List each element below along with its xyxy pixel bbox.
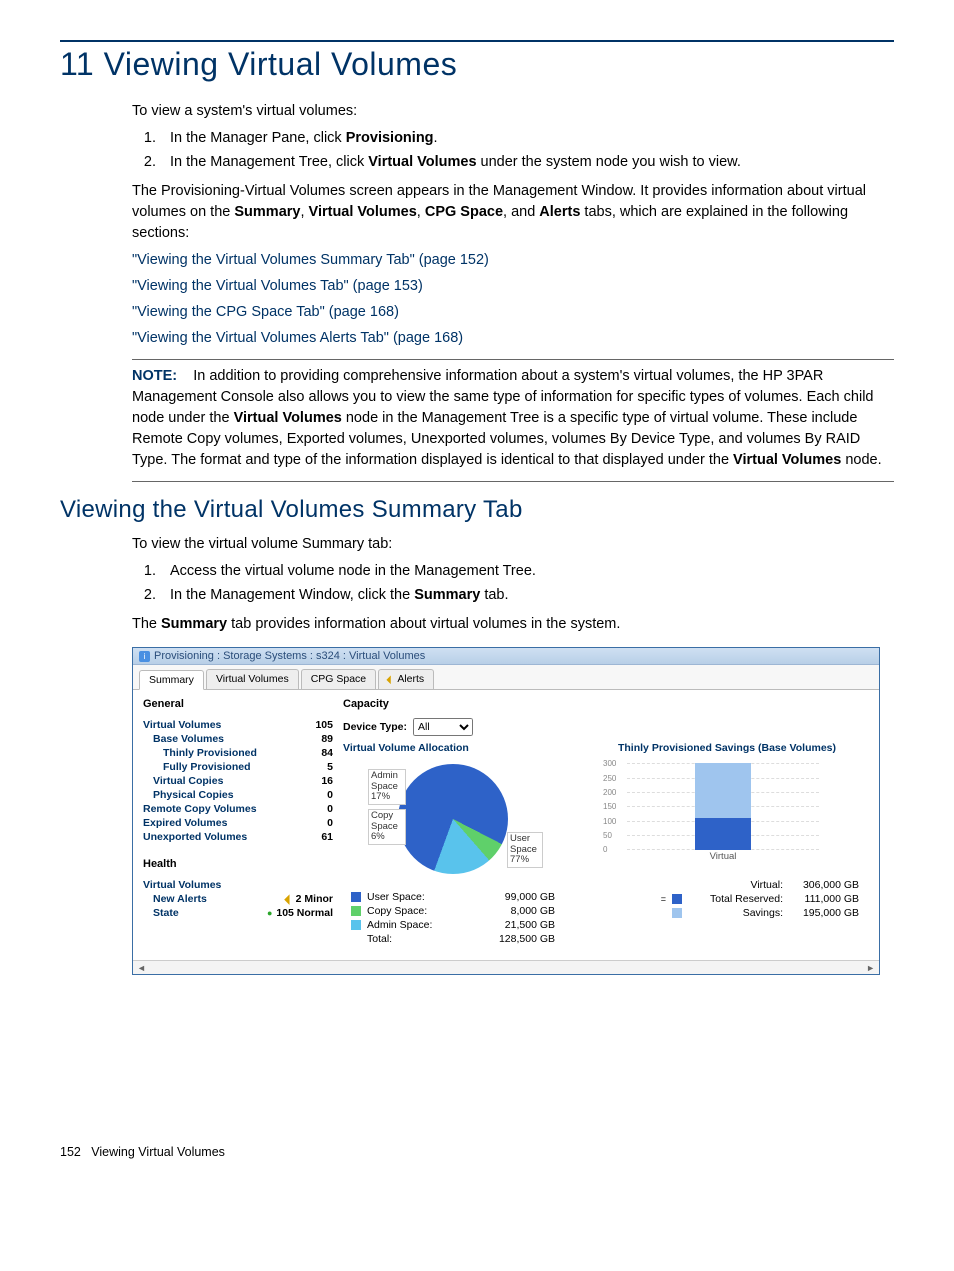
gen-unexported-value: 61 bbox=[321, 831, 333, 843]
gen-expired-value: 0 bbox=[327, 817, 333, 829]
step-1: In the Manager Pane, click Provisioning. bbox=[160, 128, 894, 149]
health-alerts-label: New Alerts bbox=[153, 893, 207, 905]
top-rule bbox=[60, 40, 894, 42]
sav-reserved-value: 111,000 GB bbox=[789, 893, 859, 905]
legend-total-label: Total: bbox=[367, 933, 479, 945]
gen-base-label: Base Volumes bbox=[153, 733, 224, 745]
xref-link-3[interactable]: "Viewing the CPG Space Tab" (page 168) bbox=[132, 302, 894, 323]
sub-step-1: Access the virtual volume node in the Ma… bbox=[160, 561, 894, 582]
pie-admin-label: Admin Space 17% bbox=[368, 769, 406, 804]
sub-intro: To view the virtual volume Summary tab: bbox=[132, 534, 894, 555]
note-divider-top bbox=[132, 359, 894, 360]
window-title-bar: i Provisioning : Storage Systems : s324 … bbox=[133, 648, 879, 665]
note-divider-bottom bbox=[132, 481, 894, 482]
gen-vv-label: Virtual Volumes bbox=[143, 719, 221, 731]
gen-pcopies-value: 0 bbox=[327, 789, 333, 801]
pie-copy-label: Copy Space 6% bbox=[368, 809, 406, 844]
alert-icon bbox=[388, 673, 397, 685]
gen-vcopies-label: Virtual Copies bbox=[153, 775, 223, 787]
tab-alerts[interactable]: Alerts bbox=[378, 669, 434, 689]
swatch-copy-icon bbox=[351, 906, 361, 916]
screenshot-panel: i Provisioning : Storage Systems : s324 … bbox=[132, 647, 880, 975]
sav-reserved-label: Total Reserved: bbox=[688, 893, 783, 905]
general-heading: General bbox=[143, 698, 333, 710]
chapter-title: 11 Viewing Virtual Volumes bbox=[60, 46, 894, 83]
gen-vcopies-value: 16 bbox=[321, 775, 333, 787]
swatch-user-icon bbox=[351, 892, 361, 902]
sub-para: The Summary tab provides information abo… bbox=[132, 614, 894, 635]
step-2: In the Management Tree, click Virtual Vo… bbox=[160, 152, 894, 173]
gen-vv-value: 105 bbox=[315, 719, 333, 731]
health-state-value: 105 Normal bbox=[267, 907, 333, 919]
gen-expired-label: Expired Volumes bbox=[143, 817, 227, 829]
tab-virtual-volumes[interactable]: Virtual Volumes bbox=[206, 669, 299, 689]
gen-thin-value: 84 bbox=[321, 747, 333, 759]
pie-user-label: User Space 77% bbox=[507, 832, 543, 867]
legend-admin-label: Admin Space: bbox=[367, 919, 479, 931]
window-title: Provisioning : Storage Systems : s324 : … bbox=[154, 650, 425, 662]
bar-category-label: Virtual bbox=[627, 851, 819, 862]
capacity-heading: Capacity bbox=[343, 698, 869, 710]
sav-virtual-value: 306,000 GB bbox=[789, 879, 859, 891]
health-heading: Health bbox=[143, 858, 333, 870]
bar-chart: 300 250 200 150 100 50 0 Virtual bbox=[603, 764, 823, 864]
xref-link-1[interactable]: "Viewing the Virtual Volumes Summary Tab… bbox=[132, 250, 894, 271]
scrollbar-horizontal[interactable]: ◄ ► bbox=[133, 960, 879, 974]
legend-copy-value: 8,000 GB bbox=[485, 905, 555, 917]
device-type-select[interactable]: All bbox=[413, 718, 473, 736]
swatch-reserved-icon bbox=[672, 894, 682, 904]
legend-user-value: 99,000 GB bbox=[485, 891, 555, 903]
xref-link-4[interactable]: "Viewing the Virtual Volumes Alerts Tab"… bbox=[132, 328, 894, 349]
legend-total-value: 128,500 GB bbox=[485, 933, 555, 945]
intro-text: To view a system's virtual volumes: bbox=[132, 101, 894, 122]
gen-unexported-label: Unexported Volumes bbox=[143, 831, 247, 843]
gen-full-value: 5 bbox=[327, 761, 333, 773]
section-heading: Viewing the Virtual Volumes Summary Tab bbox=[60, 496, 894, 524]
tab-summary[interactable]: Summary bbox=[139, 670, 204, 690]
health-vv-label: Virtual Volumes bbox=[143, 879, 221, 891]
scroll-left-icon[interactable]: ◄ bbox=[133, 963, 150, 973]
legend-copy-label: Copy Space: bbox=[367, 905, 479, 917]
gen-remote-label: Remote Copy Volumes bbox=[143, 803, 257, 815]
note-block: NOTE: In addition to providing comprehen… bbox=[132, 366, 894, 471]
alloc-chart-title: Virtual Volume Allocation bbox=[343, 742, 563, 754]
savings-chart-title: Thinly Provisioned Savings (Base Volumes… bbox=[585, 742, 869, 754]
xref-link-2[interactable]: "Viewing the Virtual Volumes Tab" (page … bbox=[132, 276, 894, 297]
tab-cpg-space[interactable]: CPG Space bbox=[301, 669, 376, 689]
info-icon: i bbox=[139, 651, 150, 662]
sav-virtual-label: Virtual: bbox=[688, 879, 783, 891]
tab-bar: Summary Virtual Volumes CPG Space Alerts bbox=[133, 665, 879, 690]
gen-base-value: 89 bbox=[321, 733, 333, 745]
gen-remote-value: 0 bbox=[327, 803, 333, 815]
bar-segment-reserved bbox=[695, 818, 751, 850]
description-para: The Provisioning-Virtual Volumes screen … bbox=[132, 181, 894, 244]
pie-chart: Admin Space 17% Copy Space 6% User Space… bbox=[368, 764, 538, 884]
gen-pcopies-label: Physical Copies bbox=[153, 789, 234, 801]
swatch-admin-icon bbox=[351, 920, 361, 930]
sub-step-2: In the Management Window, click the Summ… bbox=[160, 585, 894, 606]
device-type-label: Device Type: bbox=[343, 721, 407, 733]
bar-segment-savings bbox=[695, 763, 751, 819]
sav-savings-label: Savings: bbox=[688, 907, 783, 919]
health-alerts-value: 2 Minor bbox=[286, 893, 333, 905]
gen-thin-label: Thinly Provisioned bbox=[163, 747, 257, 759]
health-state-label: State bbox=[153, 907, 179, 919]
sav-savings-value: 195,000 GB bbox=[789, 907, 859, 919]
gen-full-label: Fully Provisioned bbox=[163, 761, 251, 773]
legend-admin-value: 21,500 GB bbox=[485, 919, 555, 931]
scroll-right-icon[interactable]: ► bbox=[862, 963, 879, 973]
page-footer: 152 Viewing Virtual Volumes bbox=[60, 1145, 894, 1159]
legend-user-label: User Space: bbox=[367, 891, 479, 903]
swatch-savings-icon bbox=[672, 908, 682, 918]
